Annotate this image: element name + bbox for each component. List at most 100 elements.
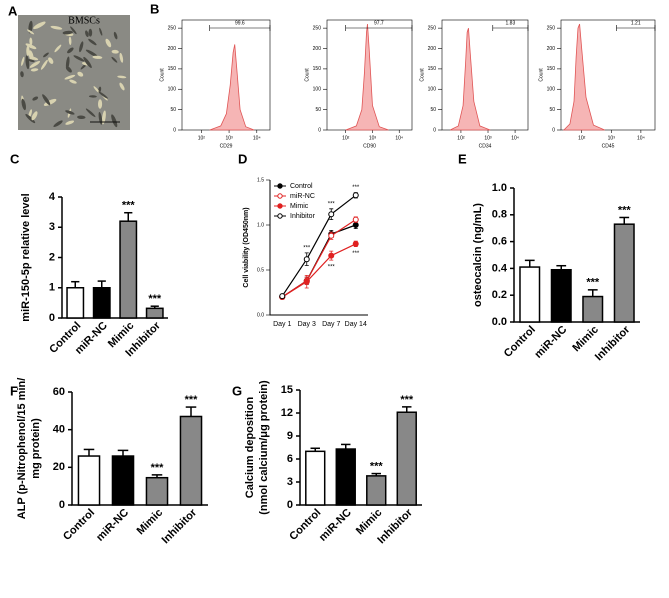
y-axis-label: Count	[419, 68, 425, 82]
cell	[105, 38, 112, 48]
cell	[40, 59, 48, 70]
histogram-area	[345, 24, 389, 131]
point	[328, 232, 335, 239]
bar	[519, 266, 541, 323]
y-tick-label: 0.6	[492, 236, 507, 248]
point	[328, 211, 335, 218]
y-axis-label: (nmol calcium/μg protein)	[258, 380, 270, 515]
y-axis-label: Calcium deposition	[244, 396, 256, 498]
cell	[119, 82, 125, 91]
panel-label: C	[10, 151, 20, 166]
plot-frame	[560, 19, 656, 131]
bar	[582, 295, 604, 323]
y-tick-label: 0.0	[257, 312, 264, 318]
y-axis-label: Count	[159, 68, 165, 82]
plot-frame	[441, 19, 529, 131]
panel-label: B	[150, 1, 159, 16]
cell	[25, 43, 37, 50]
cell	[88, 28, 93, 37]
cell	[83, 56, 92, 69]
cell	[25, 55, 30, 70]
y-tick-label: 60	[53, 386, 65, 398]
x-axis-label: CD45	[602, 143, 615, 149]
cell	[29, 37, 33, 46]
significance-label: ***	[370, 460, 384, 472]
y-tick-label: 50	[430, 107, 436, 113]
y-tick-label: 15	[281, 384, 293, 396]
y-tick-label: 0.2	[492, 289, 507, 301]
cell	[21, 98, 27, 111]
x-tick-label: Inhibitor	[160, 506, 200, 546]
cell	[62, 30, 73, 35]
cell	[20, 71, 24, 78]
panel-label: A	[8, 3, 18, 18]
panel-label: G	[232, 383, 242, 398]
cell	[53, 120, 63, 128]
cell	[93, 86, 100, 93]
point	[352, 222, 359, 228]
bar	[66, 287, 85, 319]
point	[303, 256, 310, 263]
y-tick-label: 6	[287, 453, 293, 465]
y-tick-label: 100	[168, 87, 177, 93]
y-axis-label: mg protein)	[30, 418, 42, 479]
y-tick-label: 0.8	[492, 209, 507, 221]
significance-label: ***	[352, 251, 360, 257]
bar	[613, 223, 635, 323]
y-tick-label: 20	[53, 461, 65, 473]
y-tick-label: 0	[59, 499, 65, 511]
cell	[65, 120, 75, 125]
y-tick-label: 150	[428, 66, 437, 72]
y-tick-label: 1.5	[257, 177, 264, 183]
y-tick-label: 0	[49, 312, 55, 324]
bar	[145, 307, 164, 319]
point	[328, 252, 335, 259]
cell	[29, 56, 39, 61]
x-tick-label: 10⁴	[637, 135, 645, 141]
plot-frame	[181, 19, 271, 131]
significance-label: ***	[122, 200, 136, 212]
y-tick-label: 0	[318, 127, 321, 133]
cell	[111, 114, 118, 128]
x-tick-label: 10⁴	[253, 135, 261, 141]
cell	[101, 110, 106, 125]
y-tick-label: 200	[547, 46, 556, 52]
cell	[65, 56, 70, 70]
y-tick-label: 9	[287, 430, 293, 442]
series-line	[281, 219, 357, 298]
significance-label: ***	[586, 277, 600, 289]
cell	[99, 27, 103, 36]
x-tick-label: Control	[502, 324, 538, 360]
y-tick-label: 0	[173, 127, 176, 133]
x-tick-label: Mimic	[570, 324, 601, 355]
panel-label: D	[238, 151, 247, 166]
cell	[113, 31, 118, 40]
significance-label: ***	[328, 201, 336, 207]
y-tick-label: 200	[313, 46, 322, 52]
y-tick-label: 250	[313, 25, 322, 31]
y-axis-label: ALP (p-Nitrophenol/15 min/	[16, 378, 28, 520]
cell	[29, 61, 41, 68]
x-tick-label: Control	[61, 507, 97, 543]
x-axis-label: CD34	[479, 143, 492, 149]
x-tick-label: Day 3	[298, 321, 316, 328]
series-line	[281, 194, 357, 297]
y-axis-label: osteocalcin (ng/mL)	[472, 203, 484, 307]
x-tick-label: 10³	[484, 135, 492, 141]
significance-label: ***	[400, 394, 414, 406]
y-tick-label: 100	[313, 87, 322, 93]
y-tick-label: 0.0	[492, 316, 507, 328]
cell	[119, 52, 124, 63]
y-tick-label: 0.5	[257, 267, 264, 273]
cell	[111, 56, 118, 63]
legend-marker	[277, 193, 283, 199]
gate	[209, 25, 271, 31]
legend-label: Control	[290, 183, 313, 190]
x-axis-label: CD29	[220, 143, 233, 149]
y-tick-label: 0	[433, 127, 436, 133]
significance-label: ***	[151, 462, 165, 474]
legend-label: miR-NC	[290, 193, 315, 200]
y-tick-label: 50	[315, 107, 321, 113]
gate-label: 1.21	[631, 20, 641, 26]
histogram-area	[449, 28, 491, 131]
